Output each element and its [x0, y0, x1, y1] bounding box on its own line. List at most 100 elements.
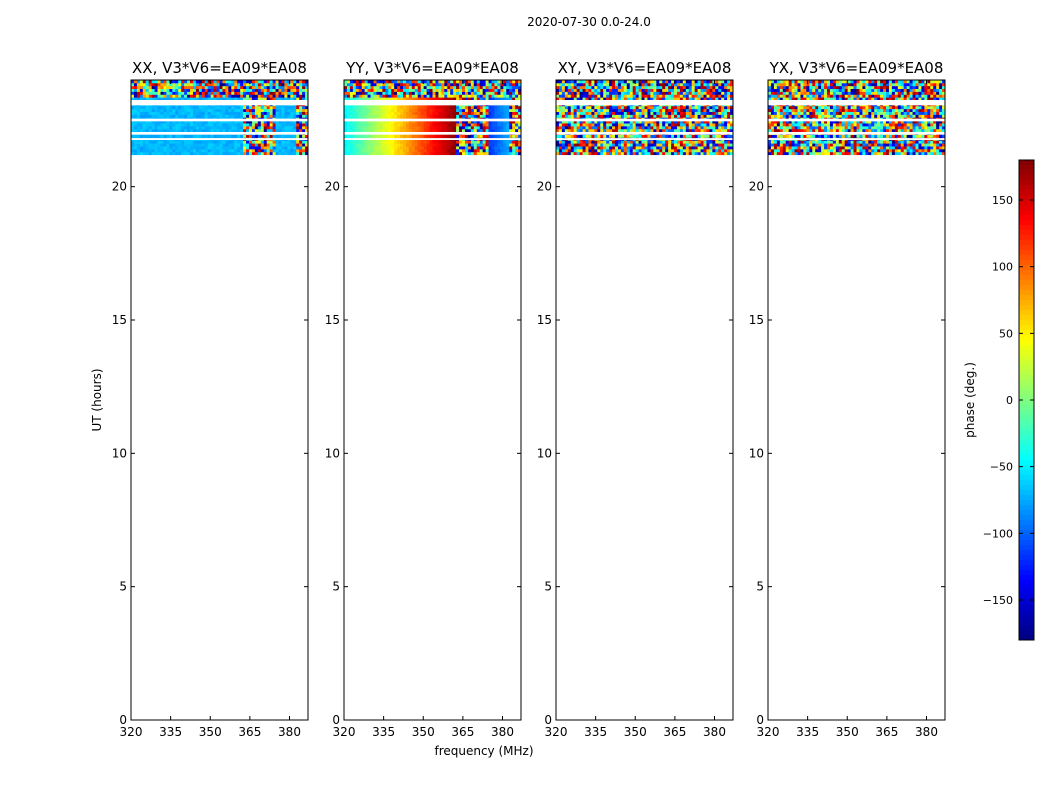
heatmap-cell	[400, 108, 404, 112]
heatmap-cell	[376, 91, 380, 95]
heatmap-cell	[172, 114, 176, 118]
heatmap-cell	[691, 128, 696, 133]
heatmap-cell	[694, 134, 698, 138]
heatmap-cell	[429, 125, 433, 130]
heatmap-cell	[488, 85, 492, 90]
heatmap-cell	[464, 105, 469, 110]
heatmap-cell	[494, 82, 498, 87]
heatmap-cell	[582, 91, 586, 95]
heatmap-cell	[609, 114, 613, 118]
heatmap-cell	[405, 125, 410, 130]
heatmap-cell	[263, 140, 268, 144]
heatmap-cell	[296, 143, 300, 147]
heatmap-cell	[494, 123, 498, 127]
heatmap-cell	[612, 111, 616, 115]
heatmap-cell	[676, 91, 681, 95]
heatmap-cell	[609, 97, 613, 101]
heatmap-cell	[626, 128, 631, 133]
heatmap-cell	[181, 94, 185, 98]
heatmap-cell	[148, 114, 153, 118]
heatmap-cell	[139, 114, 144, 118]
heatmap-cell	[423, 148, 427, 153]
heatmap-cell	[278, 151, 282, 156]
heatmap-cell	[254, 80, 259, 84]
heatmap-cell	[219, 88, 223, 92]
heatmap-cell	[237, 123, 241, 127]
heatmap-cell	[251, 105, 256, 110]
heatmap-cell	[172, 128, 176, 133]
heatmap-cell	[727, 134, 731, 138]
heatmap-cell	[623, 125, 628, 130]
heatmap-cell	[641, 88, 645, 92]
heatmap-cell	[361, 125, 366, 130]
heatmap-cell	[225, 143, 229, 147]
heatmap-cell	[564, 88, 569, 92]
heatmap-cell	[379, 125, 383, 130]
heatmap-cell	[635, 123, 639, 127]
heatmap-cell	[718, 140, 722, 144]
heatmap-cell	[358, 91, 363, 95]
heatmap-cell	[674, 114, 678, 118]
heatmap-cell	[706, 140, 710, 144]
heatmap-cell	[644, 120, 648, 124]
heatmap-cell	[671, 140, 675, 144]
heatmap-cell	[296, 148, 300, 153]
heatmap-cell	[240, 125, 244, 130]
heatmap-cell	[676, 88, 681, 92]
heatmap-cell	[703, 120, 707, 124]
heatmap-cell	[154, 148, 158, 153]
heatmap-cell	[237, 120, 241, 124]
heatmap-cell	[674, 151, 678, 156]
heatmap-cell	[809, 143, 813, 147]
heatmap-cell	[727, 94, 731, 98]
heatmap-cell	[656, 114, 660, 118]
heatmap-cell	[210, 82, 214, 87]
heatmap-cell	[423, 146, 427, 150]
heatmap-cell	[479, 143, 484, 147]
heatmap-cell	[668, 91, 672, 95]
heatmap-cell	[411, 120, 416, 124]
heatmap-cell	[243, 94, 247, 98]
heatmap-cell	[570, 114, 575, 118]
heatmap-cell	[668, 114, 672, 118]
heatmap-cell	[886, 151, 890, 156]
heatmap-cell	[201, 114, 206, 118]
heatmap-cell	[151, 85, 155, 90]
heatmap-cell	[254, 111, 259, 115]
heatmap-cell	[467, 125, 472, 130]
heatmap-cell	[629, 105, 634, 110]
heatmap-cell	[204, 151, 209, 156]
heatmap-cell	[198, 140, 203, 144]
heatmap-cell	[385, 125, 389, 130]
heatmap-cell	[594, 143, 598, 147]
heatmap-cell	[473, 151, 478, 156]
heatmap-cell	[500, 123, 504, 127]
heatmap-cell	[414, 111, 419, 115]
heatmap-cell	[653, 85, 657, 90]
heatmap-cell	[635, 125, 639, 130]
heatmap-cell	[653, 146, 657, 150]
heatmap-cell	[154, 85, 158, 90]
heatmap-cell	[358, 128, 363, 133]
heatmap-cell	[131, 151, 135, 156]
heatmap-cell	[694, 97, 698, 101]
heatmap-cell	[456, 151, 460, 156]
heatmap-cell	[251, 140, 256, 144]
heatmap-cell	[665, 111, 669, 115]
heatmap-cell	[438, 128, 442, 133]
heatmap-cell	[405, 111, 410, 115]
heatmap-cell	[491, 91, 495, 95]
heatmap-cell	[290, 111, 294, 115]
heatmap-cell	[591, 143, 595, 147]
heatmap-cell	[694, 140, 698, 144]
heatmap-cell	[364, 134, 368, 138]
heatmap-cell	[459, 125, 463, 130]
heatmap-cell	[216, 151, 220, 156]
heatmap-cell	[632, 140, 637, 144]
heatmap-cell	[659, 82, 663, 87]
heatmap-cell	[641, 148, 645, 153]
heatmap-cell	[178, 108, 182, 112]
heatmap-cell	[676, 80, 681, 84]
heatmap-cell	[494, 105, 498, 110]
heatmap-cell	[685, 108, 690, 112]
